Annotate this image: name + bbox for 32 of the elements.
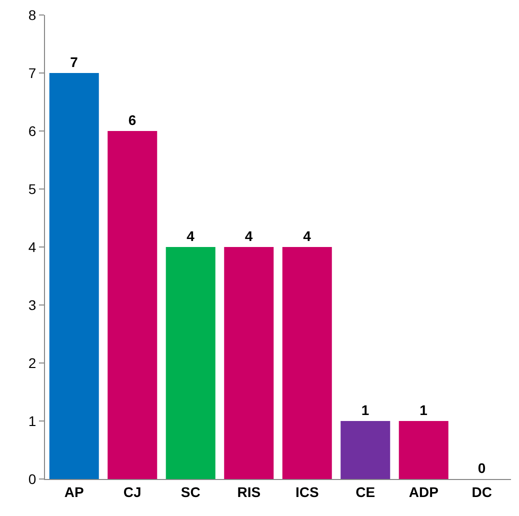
x-tick-label: ICS xyxy=(295,484,319,500)
y-tick-label: 0 xyxy=(28,470,36,487)
y-tick-label: 7 xyxy=(28,64,36,81)
y-tick-label: 3 xyxy=(28,296,36,313)
data-label: 1 xyxy=(420,402,428,418)
y-tick-label: 2 xyxy=(28,354,36,371)
y-tick-label: 4 xyxy=(28,238,36,255)
y-tick-label: 6 xyxy=(28,122,36,139)
data-label: 0 xyxy=(478,460,486,476)
x-tick-label: AP xyxy=(64,484,84,500)
data-label: 7 xyxy=(70,54,78,70)
x-tick-label: ADP xyxy=(408,484,438,500)
x-tick-label: CJ xyxy=(123,484,142,500)
data-label: 4 xyxy=(303,228,312,244)
bar xyxy=(108,131,158,479)
data-label: 6 xyxy=(128,112,136,128)
bar xyxy=(224,247,274,479)
bar xyxy=(340,421,390,479)
data-label: 4 xyxy=(186,228,195,244)
bar xyxy=(282,247,332,479)
bar xyxy=(49,73,99,479)
x-tick-label: CE xyxy=(356,484,376,500)
x-tick-label: RIS xyxy=(237,484,261,500)
bar xyxy=(398,421,448,479)
x-tick-label: SC xyxy=(180,484,200,500)
bar xyxy=(166,247,216,479)
y-tick-label: 8 xyxy=(28,6,36,23)
data-label: 4 xyxy=(244,228,253,244)
data-label: 1 xyxy=(361,402,370,418)
y-tick-label: 1 xyxy=(28,412,36,429)
y-tick-label: 5 xyxy=(28,180,36,197)
x-tick-label: DC xyxy=(472,484,492,500)
